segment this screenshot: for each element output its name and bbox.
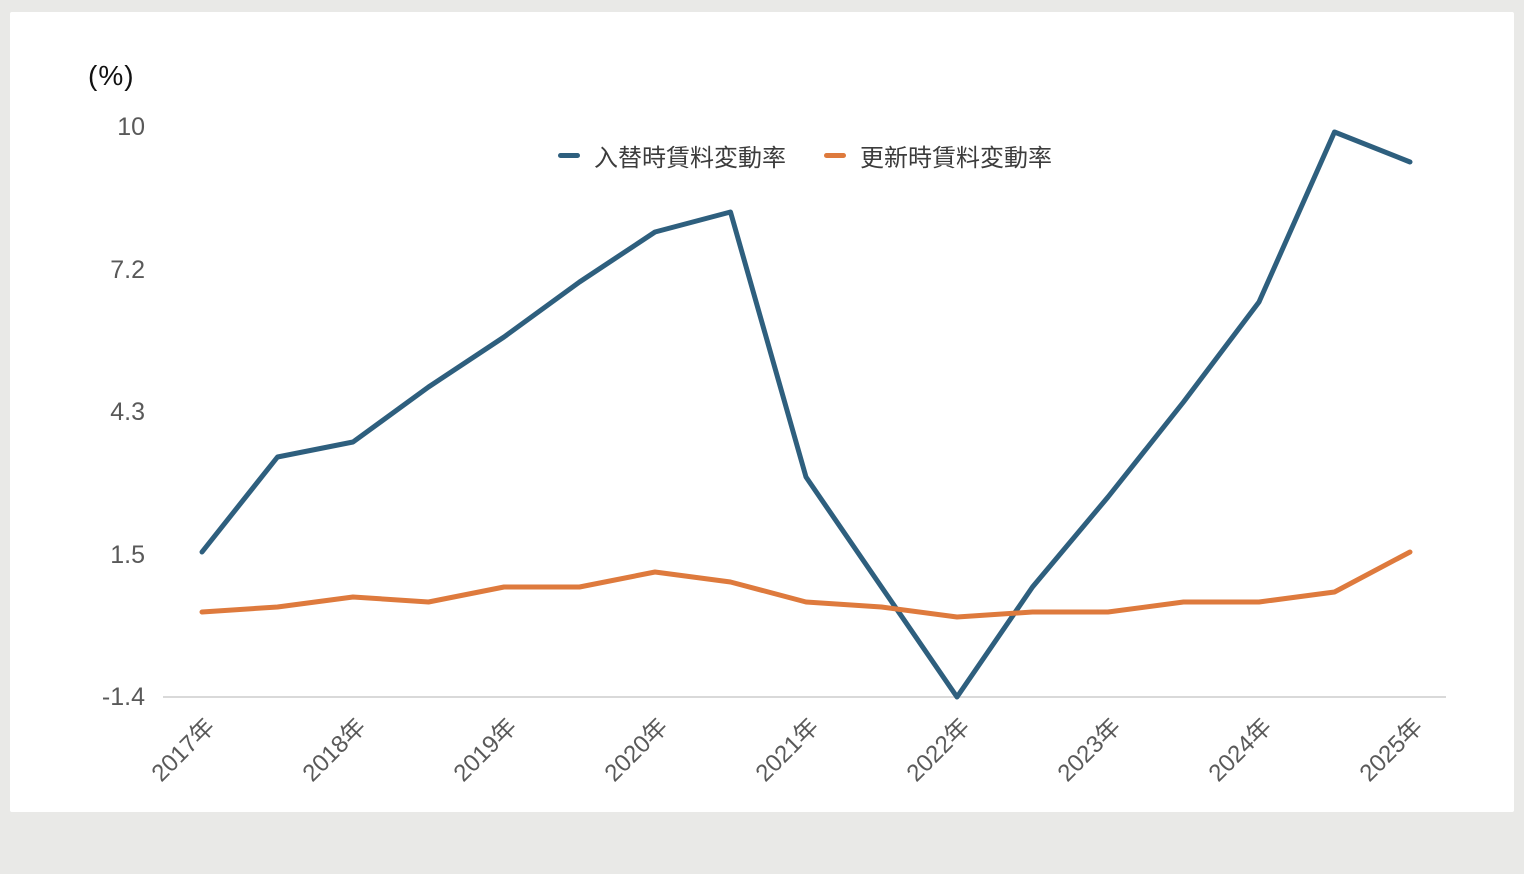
series-line-更新時賃料変動率 — [199, 549, 1413, 620]
x-axis-line — [163, 696, 1446, 698]
legend-item-replacement-rent-change[interactable]: 入替時賃料変動率 — [558, 138, 786, 173]
legend-line-swatch-blue — [558, 153, 580, 158]
y-axis-unit-label: (%) — [88, 60, 135, 91]
chart-layer: (%) 入替時賃料変動率 更新時賃料変動率 10 7.2 4.3 1.5 -1.4 20… — [88, 60, 1446, 787]
y-axis-tick-label: 10 — [117, 113, 145, 141]
y-axis-tick-label: 7.2 — [110, 255, 145, 284]
legend-line-swatch-orange — [824, 153, 846, 158]
chart-card — [10, 12, 1514, 812]
chart-legend: 入替時賃料変動率 更新時賃料変動率 — [165, 138, 1445, 173]
line-chart-plot — [199, 129, 1413, 700]
series-line-入替時賃料変動率 — [199, 129, 1413, 700]
legend-item-renewal-rent-change[interactable]: 更新時賃料変動率 — [824, 138, 1052, 173]
legend-label-renewal-rent-change: 更新時賃料変動率 — [860, 145, 1052, 172]
y-axis-tick-label: -1.4 — [101, 683, 145, 711]
y-axis-tick-label: 1.5 — [110, 540, 145, 569]
legend-label-replacement-rent-change: 入替時賃料変動率 — [594, 145, 786, 172]
y-axis-tick-label: 4.3 — [110, 398, 145, 426]
